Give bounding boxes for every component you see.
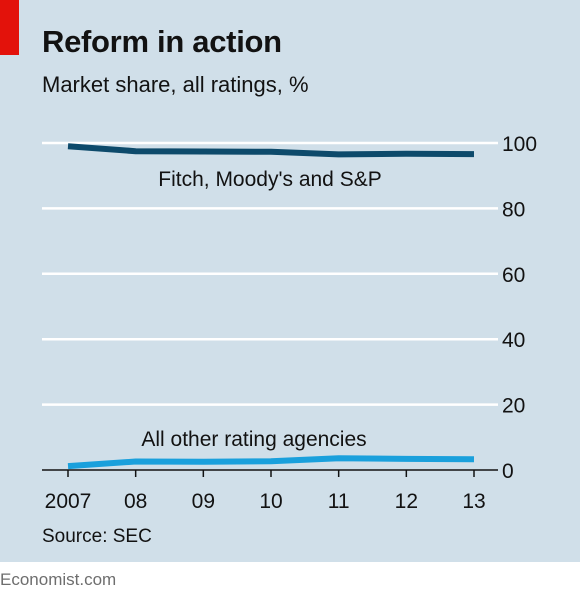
line-chart: 0 20 40 60 80 100 2007 08 09 10 11 12 13 Fitch, Moo… <box>42 133 537 513</box>
chart-title: Reform in action <box>42 24 282 59</box>
series-line-1 <box>67 143 475 158</box>
y-tick-label: 60 <box>502 264 525 287</box>
x-tick-label: 2007 <box>45 490 92 513</box>
y-tick-label: 80 <box>502 198 525 221</box>
series-line-2 <box>67 455 475 470</box>
series-label-2: All other rating agencies <box>141 428 366 451</box>
publisher-credit: Economist.com <box>0 570 117 589</box>
x-tick-label: 08 <box>124 490 147 513</box>
x-tick-label: 12 <box>395 490 418 513</box>
series-label-1: Fitch, Moody's and S&P <box>158 168 381 191</box>
y-tick-label: 20 <box>502 395 525 418</box>
y-tick-label: 40 <box>502 329 525 352</box>
x-tick-label: 11 <box>328 490 350 513</box>
series-lines <box>67 143 475 470</box>
source-note: Source: SEC <box>42 526 152 547</box>
chart-subtitle: Market share, all ratings, % <box>42 72 309 97</box>
x-tick-label: 09 <box>192 490 215 513</box>
x-tick-label: 10 <box>259 490 282 513</box>
brand-tab <box>0 0 19 55</box>
gridlines <box>42 141 498 471</box>
chart-panel <box>0 0 580 562</box>
x-axis-ticks: 2007 08 09 10 11 12 13 <box>45 470 486 513</box>
x-tick-label: 13 <box>462 490 485 513</box>
y-tick-label: 0 <box>502 460 514 483</box>
y-axis-ticks: 0 20 40 60 80 100 <box>502 133 537 483</box>
y-tick-label: 100 <box>502 133 537 156</box>
series-labels: Fitch, Moody's and S&P All other rating a… <box>141 168 381 451</box>
